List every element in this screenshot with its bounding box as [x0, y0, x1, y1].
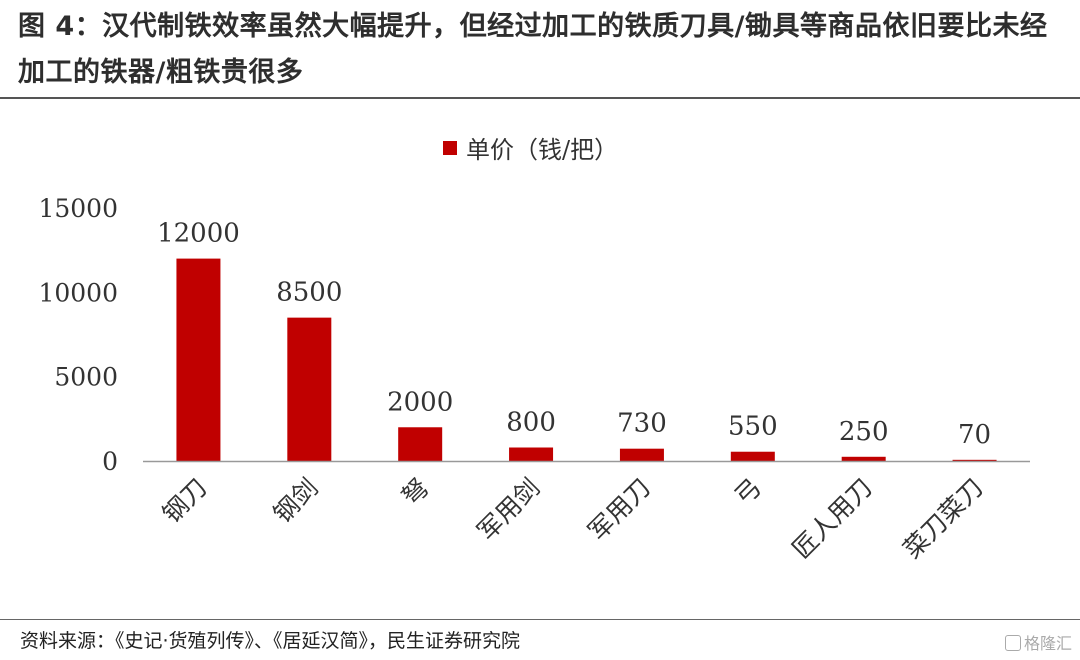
x-tick-label: 弩	[396, 473, 434, 511]
watermark-text: 格隆汇	[1023, 634, 1072, 653]
page-title: 图 4：汉代制铁效率虽然大幅提升，但经过加工的铁质刀具/锄具等商品依旧要比未经加…	[18, 11, 1048, 88]
chart-legend: 单价（钱/把）	[443, 136, 618, 164]
x-tick-label: 军用刀	[583, 473, 657, 547]
bar	[619, 448, 664, 461]
x-tick-label: 弓	[729, 473, 767, 511]
data-label: 250	[839, 417, 889, 447]
bar	[287, 317, 332, 461]
data-label: 550	[728, 412, 778, 442]
bar	[730, 451, 775, 461]
x-tick-label: 菜刀菜刀	[898, 473, 989, 564]
data-labels: 12000 8500 2000 800 730 550 250 70	[157, 219, 991, 450]
x-tick-label: 军用剑	[472, 473, 546, 547]
source-note: 资料来源：《史记·货殖列传》、《居延汉简》，民生证券研究院	[20, 630, 521, 652]
data-label: 12000	[157, 219, 240, 249]
x-axis-labels: 钢刀 钢剑 弩军用剑 军用刀 弓匠人用刀 菜刀菜刀	[157, 473, 989, 564]
header-divider	[0, 97, 1080, 99]
data-label: 2000	[387, 387, 453, 417]
data-label: 8500	[276, 278, 342, 308]
data-label: 800	[506, 408, 556, 438]
x-tick-label: 匠人用刀	[787, 473, 878, 564]
bar	[176, 258, 221, 461]
legend-label: 单价（钱/把）	[466, 136, 618, 164]
data-label: 730	[617, 409, 667, 439]
bar	[952, 459, 997, 462]
bar	[841, 456, 886, 461]
y-axis: 0 5000 10000 15000	[38, 194, 118, 476]
y-tick-label: 15000	[38, 194, 118, 223]
watermark-logo-icon	[1004, 635, 1021, 651]
footer-divider	[0, 619, 1080, 620]
bar-series	[176, 258, 997, 462]
watermark: 格隆汇	[1004, 630, 1072, 654]
y-tick-label: 5000	[54, 363, 118, 392]
data-label: 70	[958, 420, 991, 450]
bar	[398, 427, 443, 461]
y-tick-label: 10000	[38, 278, 118, 307]
legend-swatch	[443, 141, 457, 155]
y-tick-label: 0	[102, 447, 118, 476]
x-tick-label: 钢剑	[268, 473, 324, 529]
bar	[509, 447, 554, 461]
x-tick-label: 钢刀	[157, 473, 213, 529]
